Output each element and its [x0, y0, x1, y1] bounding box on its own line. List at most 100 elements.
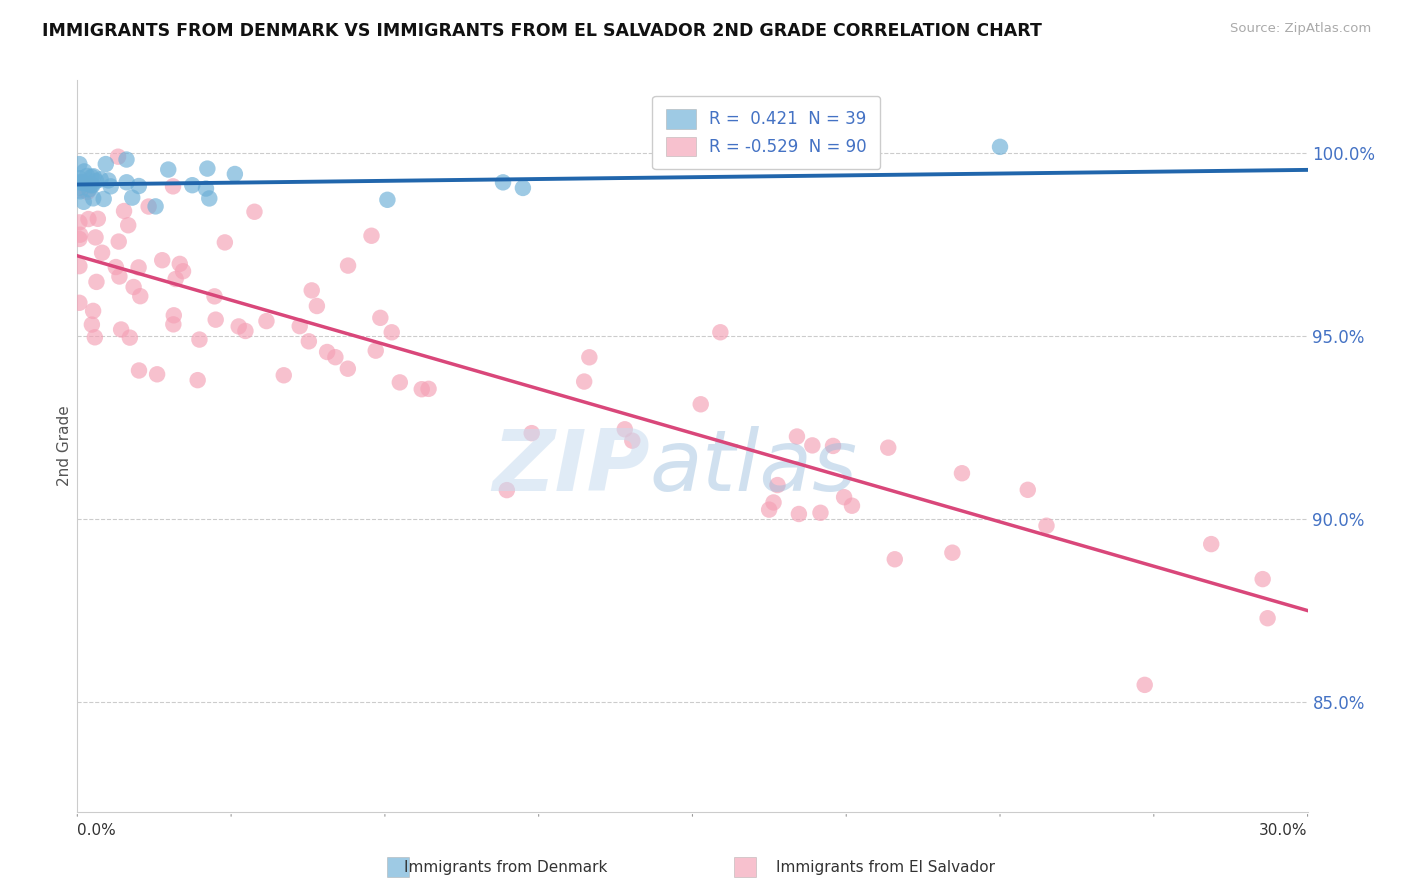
Point — [305, 299, 328, 313]
Point — [941, 546, 963, 560]
Point — [67, 295, 90, 310]
Point — [520, 426, 543, 441]
Point — [821, 439, 844, 453]
Point — [157, 162, 180, 177]
Point — [84, 174, 107, 188]
Point — [411, 382, 433, 396]
Point — [763, 147, 786, 161]
Point — [709, 325, 731, 339]
Point — [689, 397, 711, 411]
Point — [121, 191, 143, 205]
Legend: R =  0.421  N = 39, R = -0.529  N = 90: R = 0.421 N = 39, R = -0.529 N = 90 — [652, 96, 880, 169]
Point — [243, 204, 266, 219]
Point — [381, 326, 404, 340]
Point — [128, 260, 150, 275]
Point — [72, 176, 94, 190]
Point — [204, 289, 226, 303]
Text: Immigrants from Denmark: Immigrants from Denmark — [405, 860, 607, 874]
Point — [758, 502, 780, 516]
Point — [512, 181, 534, 195]
Point — [128, 363, 150, 377]
Point — [336, 361, 359, 376]
Text: ZIP: ZIP — [492, 426, 650, 509]
Point — [79, 178, 101, 192]
Point — [84, 230, 107, 244]
Point — [194, 181, 217, 195]
Point — [810, 506, 832, 520]
Point — [273, 368, 295, 383]
Point — [228, 319, 250, 334]
Point — [146, 368, 169, 382]
Point — [80, 178, 103, 193]
Point — [165, 272, 187, 286]
Point — [1251, 572, 1274, 586]
Point — [87, 211, 110, 226]
Text: 0.0%: 0.0% — [77, 822, 117, 838]
Point — [204, 312, 226, 326]
Point — [495, 483, 517, 497]
Point — [73, 194, 96, 209]
Point — [877, 441, 900, 455]
Point — [169, 257, 191, 271]
Point — [418, 382, 440, 396]
Point — [787, 507, 810, 521]
Point — [93, 192, 115, 206]
Point — [107, 235, 129, 249]
Text: 30.0%: 30.0% — [1260, 822, 1308, 838]
Point — [1199, 537, 1222, 551]
Point — [325, 350, 347, 364]
Point — [69, 227, 91, 242]
Point — [67, 180, 90, 194]
Point — [316, 345, 339, 359]
Point — [187, 373, 209, 387]
Point — [69, 184, 91, 198]
Point — [129, 289, 152, 303]
Point — [360, 228, 382, 243]
Point — [115, 153, 138, 167]
Point — [86, 275, 108, 289]
Point — [83, 330, 105, 344]
Point — [388, 376, 411, 390]
Point — [950, 467, 973, 481]
Point — [172, 264, 194, 278]
Point — [76, 169, 98, 183]
Point — [621, 434, 644, 448]
Point — [79, 178, 101, 193]
Point — [1133, 678, 1156, 692]
Point — [786, 429, 808, 443]
Point — [83, 169, 105, 184]
Point — [138, 200, 160, 214]
Text: atlas: atlas — [650, 426, 858, 509]
Point — [145, 199, 167, 213]
Point — [67, 171, 90, 186]
Point — [94, 157, 117, 171]
Point — [298, 334, 321, 349]
Point — [82, 304, 104, 318]
Point — [613, 422, 636, 436]
Point — [73, 164, 96, 178]
Point — [1257, 611, 1279, 625]
Point — [181, 178, 204, 193]
Point — [67, 175, 90, 189]
Point — [108, 269, 131, 284]
Point — [988, 140, 1011, 154]
Point — [76, 185, 98, 199]
Point — [762, 495, 785, 509]
Point — [162, 318, 184, 332]
Point — [117, 219, 139, 233]
Point — [578, 351, 600, 365]
Point — [883, 552, 905, 566]
Point — [198, 191, 221, 205]
Point — [122, 280, 145, 294]
Point — [110, 322, 132, 336]
Point — [301, 284, 323, 298]
Point — [80, 318, 103, 332]
Point — [91, 245, 114, 260]
Point — [256, 314, 278, 328]
Point — [90, 172, 112, 186]
Point — [188, 333, 211, 347]
Point — [69, 183, 91, 197]
Point — [112, 204, 135, 219]
Point — [67, 157, 90, 171]
Text: IMMIGRANTS FROM DENMARK VS IMMIGRANTS FROM EL SALVADOR 2ND GRADE CORRELATION CHA: IMMIGRANTS FROM DENMARK VS IMMIGRANTS FR… — [42, 22, 1042, 40]
